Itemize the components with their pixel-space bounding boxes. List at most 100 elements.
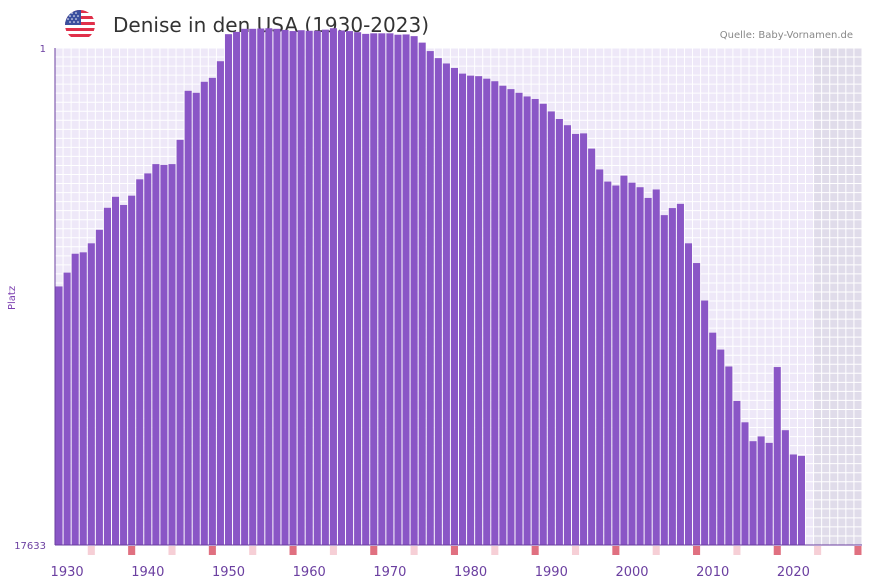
year-marker-1933 (87, 546, 95, 555)
year-marker-1953 (249, 546, 257, 555)
x-tick-label-1970: 1970 (373, 565, 406, 580)
year-marker-1958 (289, 546, 297, 555)
year-marker-1993 (571, 546, 580, 555)
bar-2021 (797, 455, 806, 545)
bar-1962 (321, 29, 329, 545)
bar-1939 (136, 179, 144, 546)
bar-1952 (241, 28, 249, 546)
bar-2018 (773, 367, 781, 545)
y-axis-label: Platz (7, 285, 18, 310)
bar-1950 (224, 34, 233, 545)
bar-1993 (571, 133, 580, 545)
year-marker-1988 (531, 546, 539, 555)
bar-1933 (87, 243, 95, 545)
bar-1999 (620, 175, 628, 545)
usa-flag-icon (64, 9, 96, 41)
bar-1951 (233, 31, 241, 545)
bar-1959 (297, 30, 305, 546)
year-marker-2023 (814, 546, 822, 555)
bar-1930 (63, 272, 71, 545)
bar-1957 (281, 29, 289, 545)
bar-1954 (257, 28, 265, 545)
bar-1988 (531, 98, 539, 546)
year-marker-1983 (491, 546, 499, 555)
x-tick-label-1990: 1990 (535, 565, 568, 580)
bar-2012 (725, 366, 733, 545)
bar-2007 (684, 243, 693, 545)
bar-1938 (128, 195, 136, 546)
bar-2002 (644, 197, 652, 545)
bar-1995 (588, 148, 596, 546)
bar-2019 (781, 430, 789, 545)
bar-1948 (208, 77, 216, 546)
bar-2000 (628, 182, 636, 545)
bar-1958 (289, 31, 297, 545)
bar-2003 (652, 189, 660, 546)
year-marker-2013 (733, 546, 741, 555)
bar-1968 (370, 33, 378, 546)
bar-1986 (515, 92, 523, 545)
bar-1981 (475, 76, 483, 545)
bar-1989 (539, 103, 547, 545)
bar-1966 (354, 32, 362, 545)
bar-1976 (434, 58, 442, 546)
bar-1941 (152, 164, 160, 545)
bar-1935 (103, 207, 111, 545)
bar-1967 (362, 33, 370, 546)
x-tick-label-1940: 1940 (131, 565, 164, 580)
bar-1973 (410, 36, 418, 545)
bar-1947 (200, 81, 208, 545)
year-marker-1938 (128, 546, 136, 555)
bar-1963 (329, 28, 337, 545)
bar-1929 (55, 286, 63, 545)
bar-1971 (394, 34, 402, 545)
bar-1977 (442, 63, 450, 545)
bar-1980 (467, 75, 475, 545)
bar-1987 (523, 96, 531, 546)
x-tick-label-2020: 2020 (777, 565, 810, 580)
bar-1956 (273, 28, 281, 546)
bar-1965 (346, 31, 354, 545)
bar-1934 (95, 229, 103, 545)
year-marker-1948 (208, 546, 216, 555)
year-marker-1973 (410, 546, 418, 555)
bar-1943 (168, 164, 176, 545)
year-marker-1998 (612, 546, 620, 555)
bar-2005 (668, 208, 676, 545)
bar-1969 (378, 33, 386, 546)
bar-1931 (71, 253, 79, 545)
year-marker-2003 (652, 546, 660, 555)
year-marker-1968 (370, 546, 378, 555)
bar-1949 (216, 61, 224, 546)
bar-1936 (111, 196, 120, 545)
bar-1994 (580, 133, 588, 546)
bar-1940 (144, 173, 152, 545)
source-credit: Quelle: Baby-Vornamen.de (719, 30, 853, 41)
bar-1979 (459, 73, 467, 545)
bar-1953 (249, 28, 257, 546)
bar-1990 (547, 111, 555, 545)
bar-1996 (596, 169, 604, 545)
bar-2001 (636, 187, 644, 545)
x-tick-label-1980: 1980 (454, 565, 487, 580)
bar-2016 (757, 436, 765, 545)
bar-1997 (604, 181, 612, 546)
bar-1955 (265, 28, 273, 545)
x-tick-label-2000: 2000 (615, 565, 648, 580)
x-tick-label-2010: 2010 (696, 565, 729, 580)
bar-1942 (160, 164, 168, 545)
bar-1960 (305, 30, 313, 545)
year-marker-2028 (854, 546, 862, 555)
bar-1985 (507, 89, 515, 545)
bar-2014 (741, 422, 749, 545)
bar-1946 (192, 92, 200, 545)
y-tick-label-top: 1 (40, 44, 46, 55)
x-tick-label-1960: 1960 (293, 565, 326, 580)
y-tick-label-bottom: 17633 (14, 541, 46, 552)
bar-1992 (563, 125, 571, 545)
bar-2017 (765, 442, 773, 545)
bar-1982 (483, 78, 491, 546)
bar-1998 (612, 185, 620, 546)
bar-2011 (717, 349, 725, 545)
